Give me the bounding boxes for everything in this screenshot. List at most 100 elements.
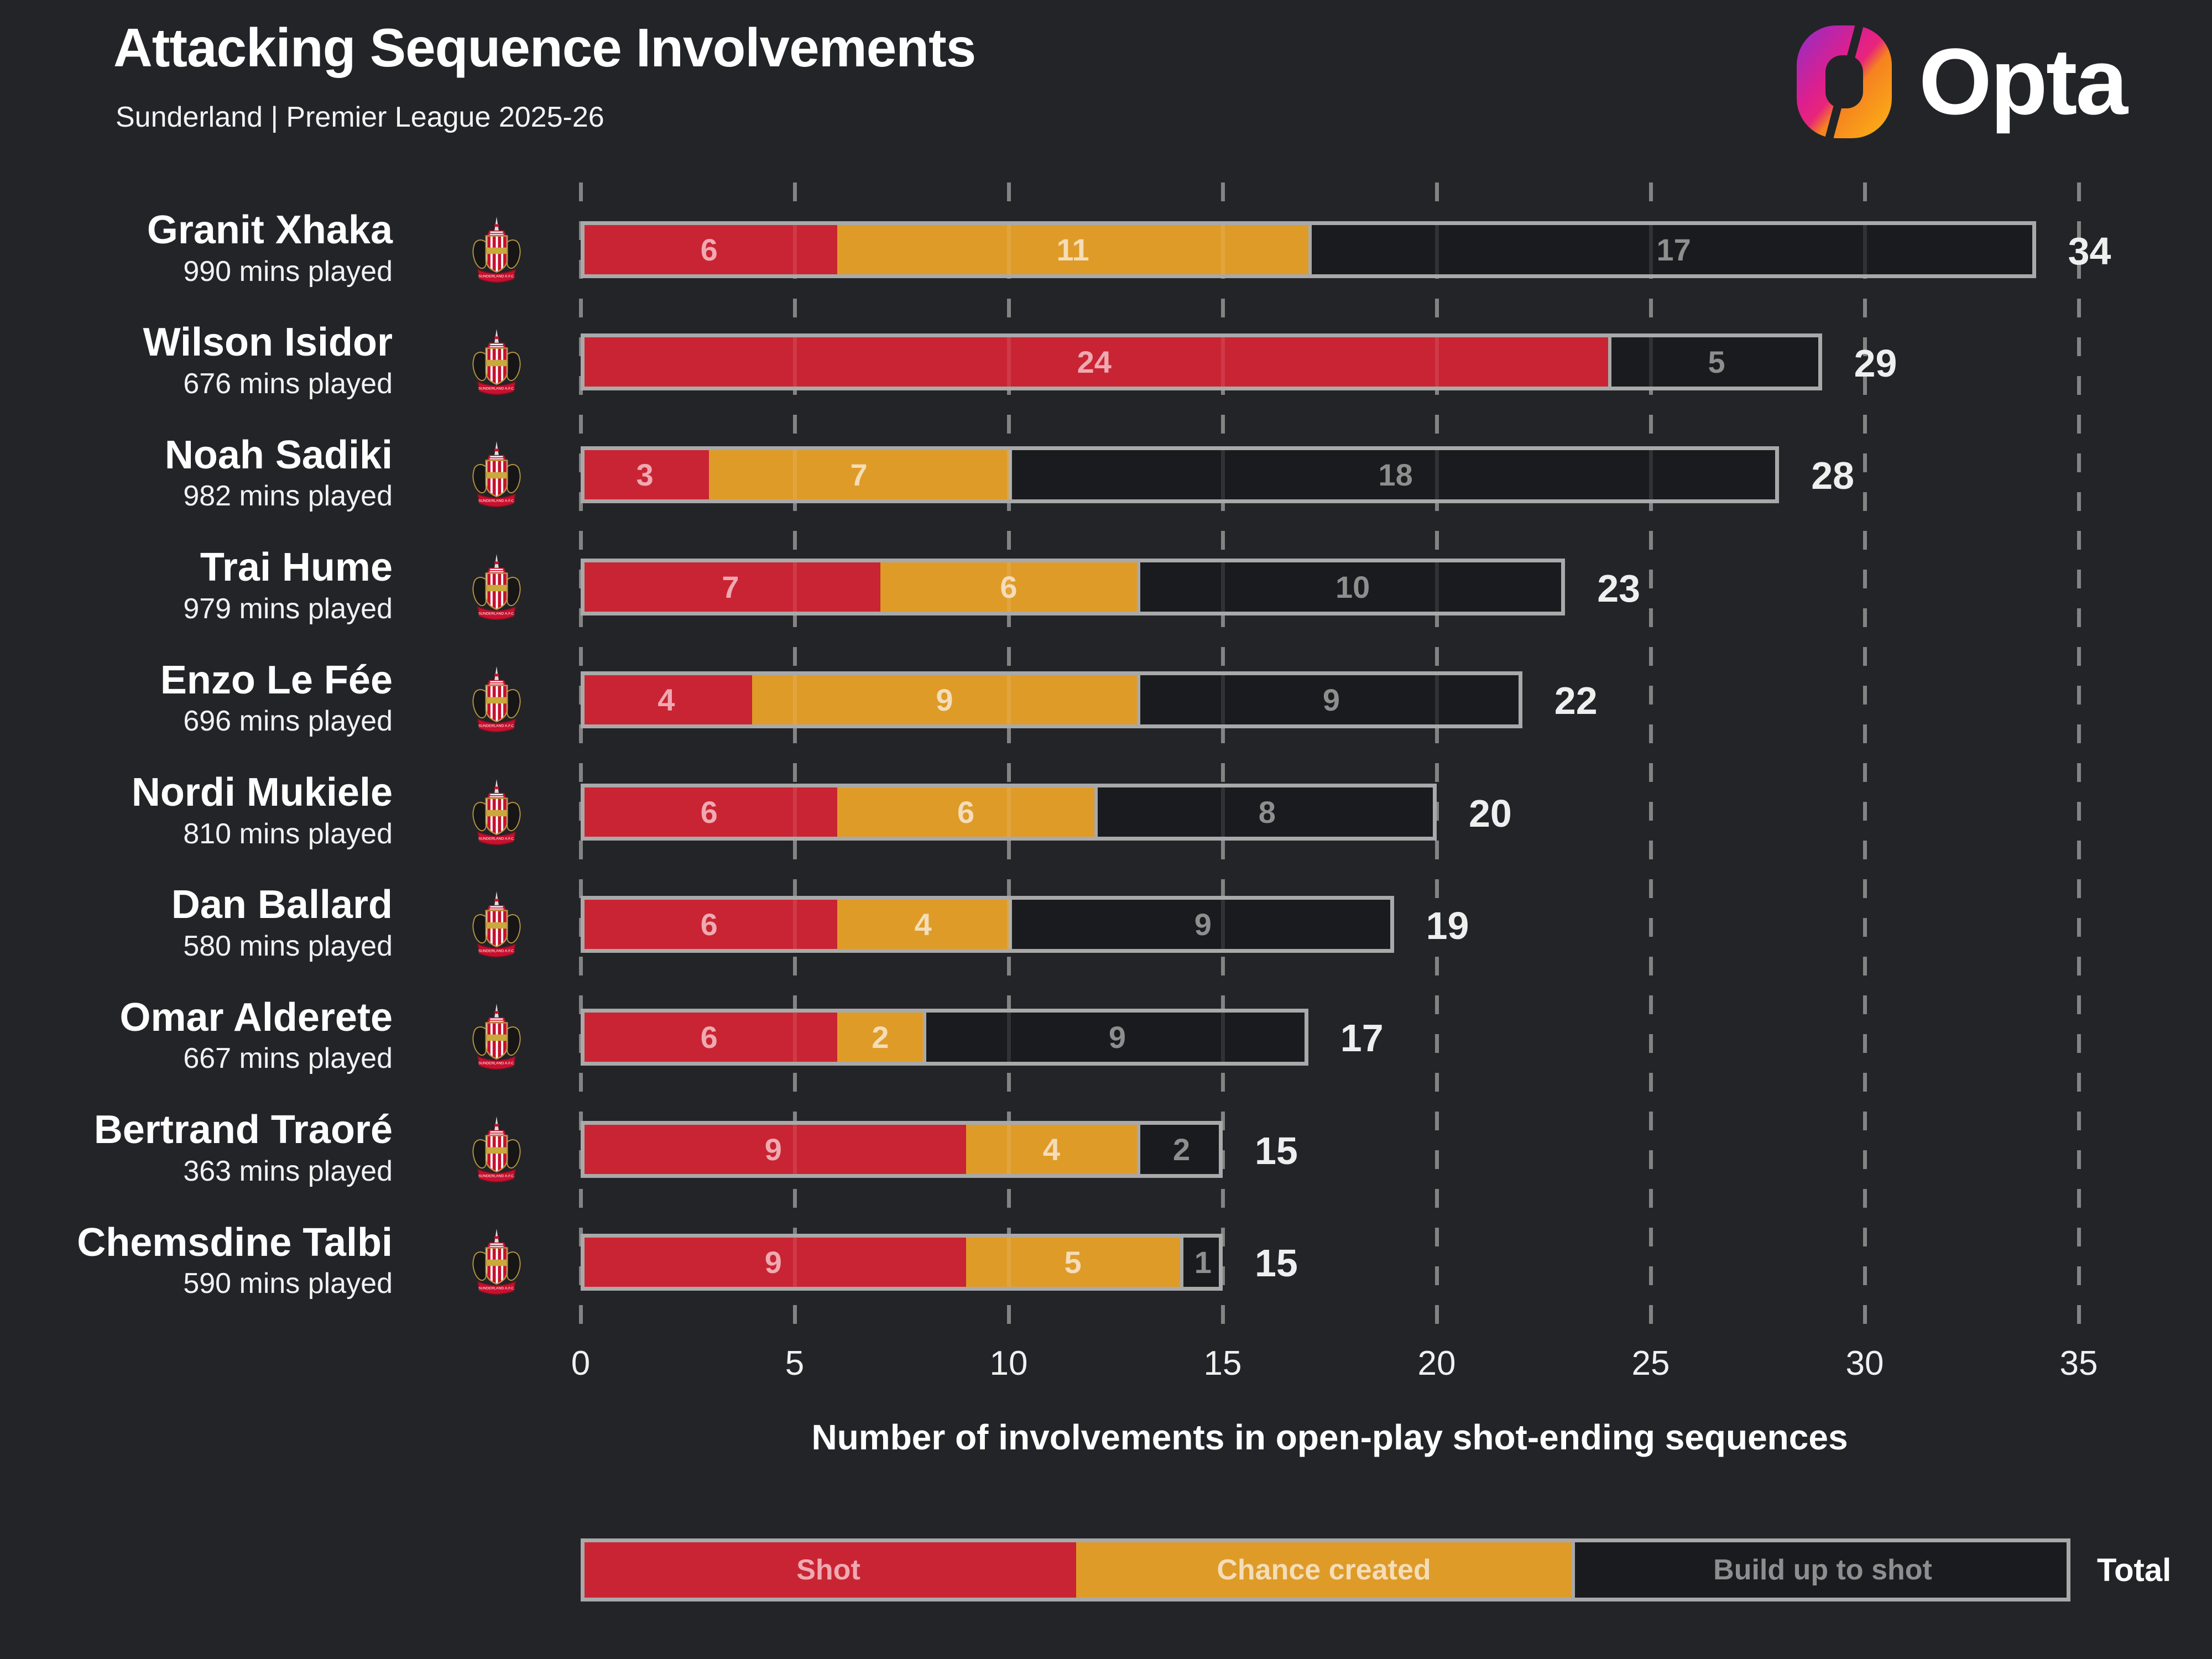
gridline-overlay <box>1006 896 1011 953</box>
legend-item-build-up: Build up to shot <box>1572 1538 2070 1601</box>
svg-text:SUNDERLAND A.F.C.: SUNDERLAND A.F.C. <box>478 1174 515 1178</box>
player-mins-played: 810 mins played <box>183 817 393 850</box>
segment-value: 17 <box>1656 232 1691 267</box>
x-tick-label: 0 <box>571 1344 591 1383</box>
stacked-bar: 9 5 1 <box>581 1233 1223 1291</box>
gridline-x20 <box>1434 182 1439 1341</box>
gridline-overlay <box>1006 221 1011 278</box>
player-label: Chemsdine Talbi 590 mins played <box>77 1222 393 1300</box>
gridline-overlay <box>1006 333 1011 391</box>
segment-value: 9 <box>764 1132 782 1167</box>
player-name: Chemsdine Talbi <box>77 1220 393 1265</box>
bar-segment-build-up: 9 <box>923 1008 1308 1066</box>
gridline-overlay <box>1006 1121 1011 1178</box>
legend-item-shot: Shot <box>581 1538 1076 1601</box>
gridline-overlay <box>792 333 797 391</box>
opta-logo: Opta <box>1794 23 2128 140</box>
bar-segment-shot: 24 <box>581 333 1608 391</box>
gridline-overlay <box>1434 559 1439 616</box>
svg-text:SUNDERLAND A.F.C.: SUNDERLAND A.F.C. <box>478 612 515 615</box>
gridline-overlay <box>1006 1233 1011 1291</box>
sunderland-crest-icon: SUNDERLAND A.F.C. <box>469 1115 524 1184</box>
gridline-overlay <box>1006 671 1011 728</box>
opta-wordmark: Opta <box>1918 29 2128 134</box>
player-name: Dan Ballard <box>171 883 393 927</box>
segment-value: 7 <box>722 570 739 605</box>
bar-segment-chance-created: 11 <box>837 221 1308 278</box>
bar-segment-shot: 9 <box>581 1121 966 1178</box>
gridline-overlay <box>792 1008 797 1066</box>
gridline-overlay <box>792 896 797 953</box>
total-value: 20 <box>1469 791 1512 835</box>
player-mins-played: 590 mins played <box>183 1267 393 1300</box>
gridline-overlay <box>1648 221 1653 278</box>
gridline-overlay <box>1220 333 1225 391</box>
segment-value: 6 <box>700 1019 718 1055</box>
bar-segment-chance-created: 6 <box>837 784 1094 841</box>
bar-segment-build-up: 17 <box>1308 221 2036 278</box>
opta-o-icon <box>1796 23 1892 140</box>
gridline-x15 <box>1220 182 1225 1341</box>
gridline-overlay <box>1220 221 1225 278</box>
bar-segment-chance-created: 7 <box>709 446 1009 503</box>
x-tick-label: 35 <box>2059 1344 2098 1383</box>
x-tick-label: 5 <box>785 1344 805 1383</box>
bar-segment-chance-created: 4 <box>837 896 1009 953</box>
player-name: Trai Hume <box>200 545 393 590</box>
segment-value: 8 <box>1258 795 1276 830</box>
segment-value: 9 <box>936 682 953 717</box>
total-value: 23 <box>1597 566 1641 610</box>
svg-text:SUNDERLAND A.F.C.: SUNDERLAND A.F.C. <box>478 387 515 390</box>
gridline-overlay <box>1434 333 1439 391</box>
segment-value: 6 <box>700 907 718 942</box>
segment-value: 7 <box>850 457 868 492</box>
bar-segment-shot: 6 <box>581 221 838 278</box>
legend-label-chance-created: Chance created <box>1217 1554 1431 1586</box>
gridline-overlay <box>792 784 797 841</box>
player-mins-played: 979 mins played <box>183 592 393 625</box>
gridline-overlay <box>792 559 797 616</box>
segment-value: 6 <box>700 795 718 830</box>
segment-value: 6 <box>700 232 718 267</box>
segment-value: 2 <box>1173 1132 1191 1167</box>
bar-segment-shot: 6 <box>581 784 838 841</box>
x-axis-label: Number of involvements in open-play shot… <box>811 1417 1848 1457</box>
bar-segment-chance-created: 4 <box>966 1121 1138 1178</box>
bar-segment-chance-created: 6 <box>880 559 1138 616</box>
segment-value: 9 <box>1194 907 1212 942</box>
total-value: 29 <box>1854 341 1897 385</box>
gridline-overlay <box>1220 896 1225 953</box>
total-value: 19 <box>1426 904 1469 947</box>
bar-segment-shot: 6 <box>581 1008 838 1066</box>
gridline-x25 <box>1648 182 1653 1341</box>
bar-segment-build-up: 9 <box>1137 671 1522 728</box>
bar-segment-build-up: 9 <box>1008 896 1394 953</box>
bar-segment-build-up: 2 <box>1137 1121 1223 1178</box>
segment-value: 5 <box>1708 345 1725 380</box>
bar-segment-shot: 7 <box>581 559 880 616</box>
legend-label-shot: Shot <box>796 1554 860 1586</box>
player-label: Nordi Mukiele 810 mins played <box>132 771 393 850</box>
segment-value: 18 <box>1378 457 1413 492</box>
gridline-overlay <box>792 1233 797 1291</box>
segment-value: 24 <box>1077 345 1112 380</box>
gridline-overlay <box>1006 1008 1011 1066</box>
gridline-overlay <box>792 671 797 728</box>
svg-text:SUNDERLAND A.F.C.: SUNDERLAND A.F.C. <box>478 837 515 841</box>
gridline-x30 <box>1863 182 1867 1341</box>
segment-value: 11 <box>1056 232 1089 267</box>
player-label: Noah Sadiki 982 mins played <box>165 434 393 513</box>
svg-text:SUNDERLAND A.F.C.: SUNDERLAND A.F.C. <box>478 499 515 503</box>
bar-segment-build-up: 8 <box>1094 784 1437 841</box>
player-label: Granit Xhaka 990 mins played <box>147 209 393 288</box>
sunderland-crest-icon: SUNDERLAND A.F.C. <box>469 440 524 509</box>
gridline-overlay <box>1006 446 1011 503</box>
player-mins-played: 667 mins played <box>183 1042 393 1075</box>
segment-value: 2 <box>872 1019 889 1055</box>
bar-segment-shot: 3 <box>581 446 709 503</box>
gridline-overlay <box>792 1121 797 1178</box>
total-value: 22 <box>1554 679 1598 723</box>
gridline-overlay <box>1220 1008 1225 1066</box>
player-label: Dan Ballard 580 mins played <box>171 884 393 962</box>
